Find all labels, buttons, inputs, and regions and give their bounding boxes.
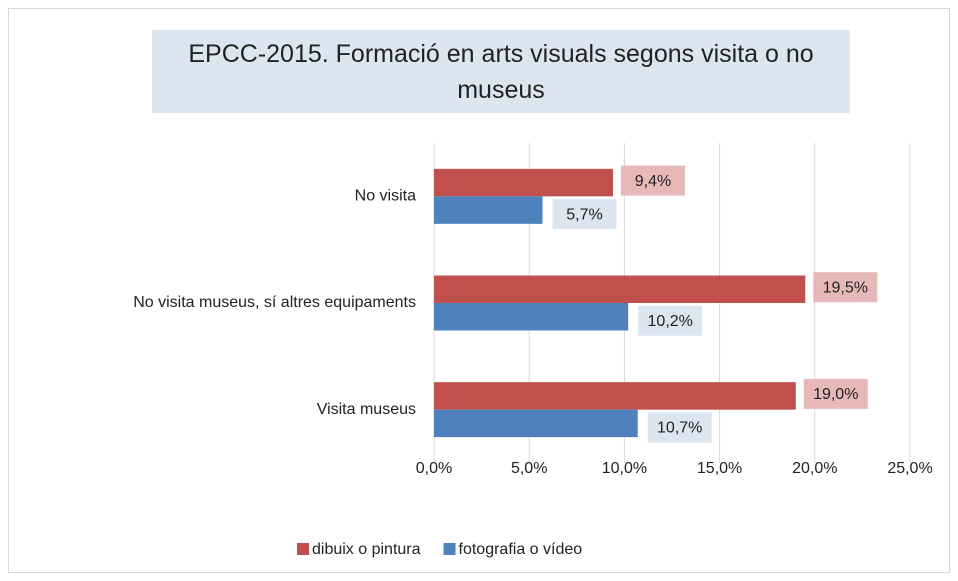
legend-label: dibuix o pintura [312, 541, 421, 558]
x-tick-label: 0,0% [416, 460, 452, 477]
x-tick-label: 5,0% [511, 460, 547, 477]
x-tick-label: 10,0% [602, 460, 647, 477]
bar [434, 409, 638, 438]
value-label-box [638, 305, 703, 336]
value-label: 19,0% [813, 386, 858, 403]
value-label: 19,5% [823, 279, 868, 296]
legend-swatch [443, 543, 456, 555]
bar [434, 275, 806, 303]
value-label: 5,7% [566, 206, 602, 223]
x-tick-label: 25,0% [887, 460, 932, 477]
value-label-box [813, 272, 878, 303]
x-tick-label: 15,0% [697, 460, 742, 477]
bar [434, 196, 543, 224]
x-tick-label: 20,0% [792, 460, 837, 477]
value-label-box [552, 199, 617, 230]
bar [434, 382, 796, 410]
legend-swatch [297, 543, 309, 555]
value-label-box [803, 378, 868, 409]
y-tick-label: Visita museus [317, 401, 416, 418]
value-label-box [647, 412, 712, 443]
legend-label: fotografia o vídeo [459, 541, 583, 558]
value-label: 10,2% [648, 313, 693, 330]
value-label: 10,7% [657, 420, 702, 437]
chart-title: EPCC-2015. Formació en arts visuals sego… [152, 30, 850, 113]
value-label-box [620, 165, 685, 196]
bar [434, 303, 629, 331]
bar [434, 168, 613, 197]
y-tick-label: No visita [355, 188, 416, 205]
y-tick-label: No visita museus, sí altres equipaments [133, 294, 416, 311]
value-label: 9,4% [635, 173, 671, 190]
